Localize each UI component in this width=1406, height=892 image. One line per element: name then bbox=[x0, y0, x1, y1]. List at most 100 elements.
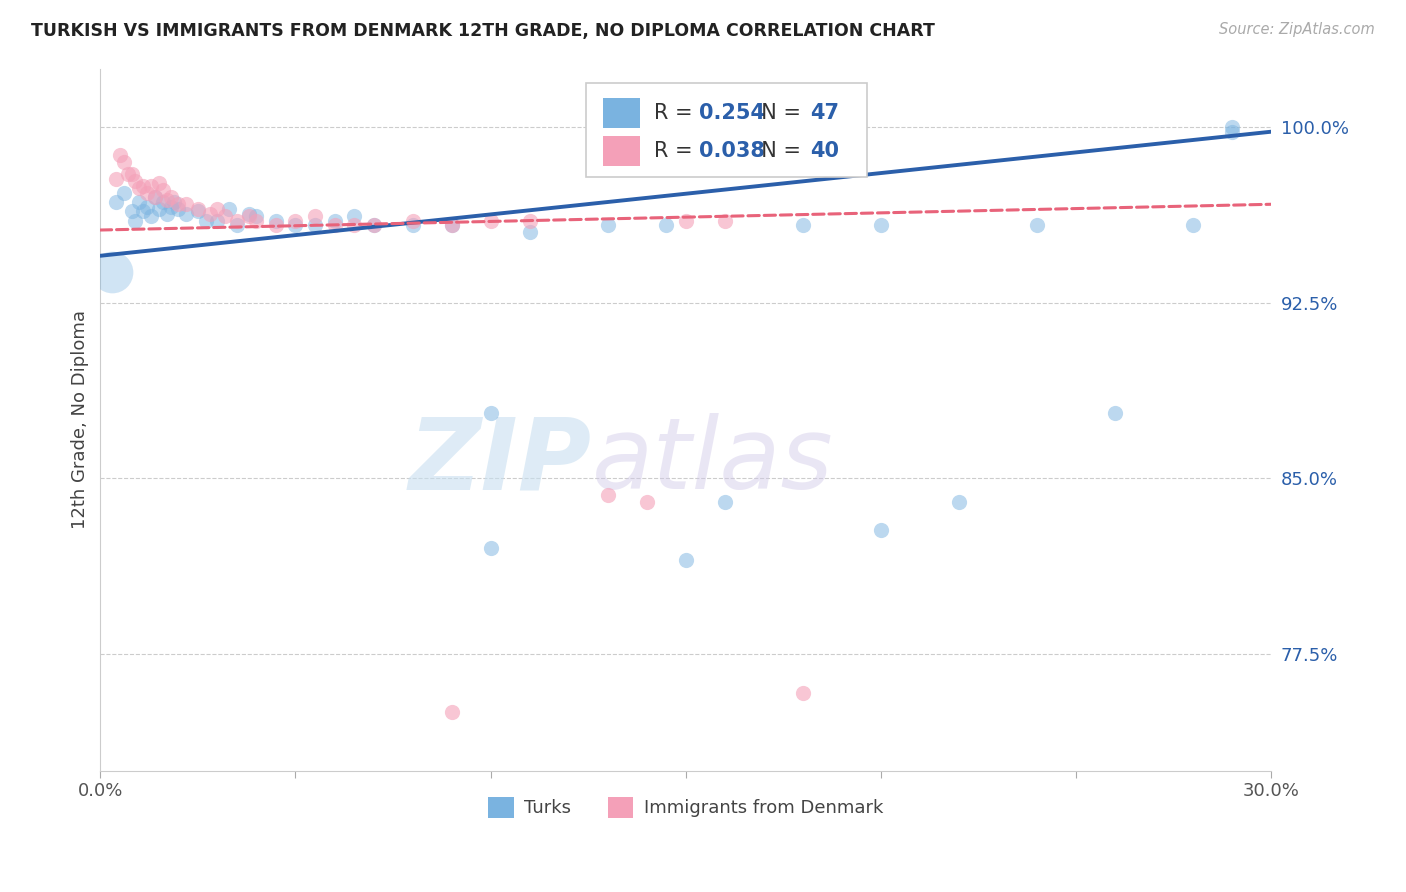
Point bbox=[245, 209, 267, 223]
Point bbox=[343, 219, 366, 233]
Point bbox=[1182, 219, 1205, 233]
Text: N =: N = bbox=[748, 141, 807, 161]
Point bbox=[238, 209, 260, 223]
Point bbox=[148, 176, 170, 190]
Point bbox=[440, 705, 463, 719]
Point bbox=[238, 207, 260, 221]
Point bbox=[245, 213, 267, 227]
Point bbox=[207, 213, 229, 227]
Point bbox=[869, 523, 891, 537]
Point bbox=[198, 207, 221, 221]
Point bbox=[112, 155, 135, 169]
Point bbox=[479, 541, 502, 556]
Point bbox=[792, 219, 814, 233]
Point bbox=[148, 202, 170, 216]
Point bbox=[655, 219, 678, 233]
Point bbox=[132, 204, 155, 219]
Bar bbox=[603, 136, 640, 166]
Text: 0.038: 0.038 bbox=[699, 141, 765, 161]
Point bbox=[284, 219, 307, 233]
Text: Source: ZipAtlas.com: Source: ZipAtlas.com bbox=[1219, 22, 1375, 37]
Point bbox=[156, 207, 179, 221]
Text: atlas: atlas bbox=[592, 413, 834, 510]
Point bbox=[596, 487, 619, 501]
Point bbox=[121, 167, 143, 181]
Point bbox=[440, 219, 463, 233]
Point bbox=[136, 200, 159, 214]
Point bbox=[143, 190, 166, 204]
Point bbox=[1104, 406, 1126, 420]
Point bbox=[948, 494, 970, 508]
Point bbox=[226, 213, 249, 227]
Point bbox=[104, 171, 127, 186]
FancyBboxPatch shape bbox=[586, 83, 868, 178]
Point bbox=[226, 219, 249, 233]
Point bbox=[304, 209, 326, 223]
Point bbox=[132, 178, 155, 193]
Point bbox=[519, 225, 541, 239]
Point bbox=[401, 213, 423, 227]
Point bbox=[152, 183, 174, 197]
Point bbox=[479, 213, 502, 227]
Point bbox=[343, 209, 366, 223]
Text: ZIP: ZIP bbox=[409, 413, 592, 510]
Text: TURKISH VS IMMIGRANTS FROM DENMARK 12TH GRADE, NO DIPLOMA CORRELATION CHART: TURKISH VS IMMIGRANTS FROM DENMARK 12TH … bbox=[31, 22, 935, 40]
Point bbox=[363, 219, 385, 233]
Point bbox=[207, 202, 229, 216]
Point bbox=[214, 209, 236, 223]
Point bbox=[152, 194, 174, 209]
Point bbox=[440, 219, 463, 233]
Point bbox=[156, 193, 179, 207]
Legend: Turks, Immigrants from Denmark: Turks, Immigrants from Denmark bbox=[481, 789, 890, 825]
Point bbox=[401, 219, 423, 233]
Point bbox=[124, 213, 146, 227]
Point bbox=[194, 213, 217, 227]
Point bbox=[139, 209, 162, 223]
Point bbox=[174, 207, 197, 221]
Point bbox=[136, 186, 159, 200]
Point bbox=[121, 204, 143, 219]
Point bbox=[519, 213, 541, 227]
Point bbox=[1026, 219, 1049, 233]
Point bbox=[128, 181, 150, 195]
Point bbox=[159, 200, 181, 214]
Point bbox=[124, 174, 146, 188]
Point bbox=[117, 167, 139, 181]
Point bbox=[323, 213, 346, 227]
Point bbox=[112, 186, 135, 200]
Text: R =: R = bbox=[654, 103, 699, 123]
Point bbox=[163, 194, 186, 209]
Point bbox=[264, 213, 287, 227]
Point bbox=[713, 213, 735, 227]
Point bbox=[101, 265, 124, 279]
Point bbox=[304, 219, 326, 233]
Point bbox=[218, 202, 240, 216]
Point bbox=[1220, 125, 1243, 139]
Point bbox=[174, 197, 197, 211]
Point bbox=[323, 219, 346, 233]
Point bbox=[128, 194, 150, 209]
Point bbox=[139, 178, 162, 193]
Text: 0.254: 0.254 bbox=[699, 103, 765, 123]
Text: 40: 40 bbox=[810, 141, 839, 161]
Point bbox=[1220, 120, 1243, 134]
Point bbox=[363, 219, 385, 233]
Point bbox=[187, 204, 209, 219]
Point bbox=[869, 219, 891, 233]
Point bbox=[104, 194, 127, 209]
Point bbox=[479, 406, 502, 420]
Point bbox=[167, 202, 190, 216]
Point bbox=[636, 494, 658, 508]
Text: N =: N = bbox=[748, 103, 807, 123]
Point bbox=[713, 494, 735, 508]
Point bbox=[167, 197, 190, 211]
Bar bbox=[603, 98, 640, 128]
Point bbox=[264, 219, 287, 233]
Y-axis label: 12th Grade, No Diploma: 12th Grade, No Diploma bbox=[72, 310, 89, 529]
Point bbox=[187, 202, 209, 216]
Point bbox=[675, 553, 697, 567]
Point bbox=[143, 190, 166, 204]
Text: 47: 47 bbox=[810, 103, 839, 123]
Text: R =: R = bbox=[654, 141, 699, 161]
Point bbox=[159, 190, 181, 204]
